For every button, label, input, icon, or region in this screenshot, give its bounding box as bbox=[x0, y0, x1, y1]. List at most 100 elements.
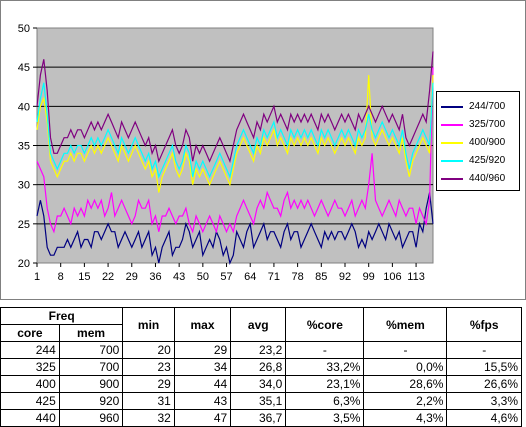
table-cell: - bbox=[446, 341, 522, 359]
header-min: min bbox=[122, 307, 175, 342]
x-tick-label: 36 bbox=[149, 271, 161, 283]
y-tick-label: 40 bbox=[18, 101, 30, 113]
legend-swatch bbox=[441, 142, 463, 144]
legend-item: 244/700 bbox=[441, 100, 519, 114]
x-tick-label: 113 bbox=[407, 271, 425, 283]
series-line-400-900 bbox=[36, 74, 434, 193]
header-pct-mem: %mem bbox=[363, 307, 448, 342]
y-tick-label: 20 bbox=[18, 258, 30, 270]
table-row: 325 700 23 34 26,8 33,2% 0,0% 15,5% bbox=[0, 358, 522, 376]
table-cell: 43 bbox=[173, 392, 232, 410]
table-cell: 960 bbox=[58, 409, 124, 427]
header-core: core bbox=[0, 324, 60, 342]
table-cell: 26,6% bbox=[446, 375, 522, 393]
x-tick-label: 64 bbox=[244, 271, 256, 283]
x-tick-label: 85 bbox=[315, 271, 327, 283]
table-cell: 440 bbox=[0, 409, 60, 427]
table-cell: 23,2 bbox=[230, 341, 287, 359]
table-cell: 2,2% bbox=[363, 392, 448, 410]
legend-item: 425/920 bbox=[441, 154, 519, 168]
chart-area: 20 25 30 35 40 45 50 1 8 15 22 29 36 43 50 57 64 71 78 85 92… bbox=[0, 0, 526, 300]
table-cell: 28,6% bbox=[363, 375, 448, 393]
table-cell: 44 bbox=[173, 375, 232, 393]
table-cell: 31 bbox=[122, 392, 175, 410]
y-tick-label: 30 bbox=[18, 180, 30, 192]
table-cell: 20 bbox=[122, 341, 175, 359]
x-tick-label: 43 bbox=[173, 271, 185, 283]
x-tick-label: 92 bbox=[339, 271, 351, 283]
table-cell: 900 bbox=[58, 375, 124, 393]
y-tick-label: 35 bbox=[18, 141, 30, 153]
legend-swatch bbox=[441, 160, 463, 162]
table-cell: 400 bbox=[0, 375, 60, 393]
table-cell: 425 bbox=[0, 392, 60, 410]
legend-swatch bbox=[441, 124, 463, 126]
table-header-row-1: Freq min max avg %core %mem %fps bbox=[0, 307, 522, 342]
header-avg: avg bbox=[230, 307, 287, 342]
table-cell: 700 bbox=[58, 341, 124, 359]
table-cell: 3,3% bbox=[446, 392, 522, 410]
table-cell: 29 bbox=[122, 375, 175, 393]
chart-legend: 244/700 325/700 400/900 425/920 440/960 bbox=[436, 91, 520, 191]
table-header-row-2: core mem bbox=[0, 324, 522, 342]
table-cell: - bbox=[285, 341, 365, 359]
table-cell: 4,6% bbox=[446, 409, 522, 427]
x-tick-label: 78 bbox=[291, 271, 303, 283]
table-cell: 3,5% bbox=[285, 409, 365, 427]
table-row: 244 700 20 29 23,2- - - bbox=[0, 341, 522, 359]
legend-swatch bbox=[441, 178, 463, 180]
table-cell: 33,2% bbox=[285, 358, 365, 376]
x-tick-label: 57 bbox=[220, 271, 232, 283]
legend-item: 440/960 bbox=[441, 172, 519, 186]
x-tick-label: 50 bbox=[197, 271, 209, 283]
table-cell: 23 bbox=[122, 358, 175, 376]
table-cell: 0,0% bbox=[363, 358, 448, 376]
y-tick-label: 45 bbox=[18, 62, 30, 74]
x-tick-label: 15 bbox=[78, 271, 90, 283]
x-tick-label: 8 bbox=[58, 271, 64, 283]
table-cell: 4,3% bbox=[363, 409, 448, 427]
header-max: max bbox=[173, 307, 232, 342]
table-cell: 920 bbox=[58, 392, 124, 410]
header-freq: Freq bbox=[0, 307, 124, 325]
table-row: 400 900 29 44 34,0 23,1% 28,6% 26,6% bbox=[0, 375, 522, 393]
stats-body: 244 700 20 29 23,2- - -325 700 23 34 26,8 33,2% 0,0%… bbox=[0, 341, 522, 427]
legend-label: 425/920 bbox=[469, 155, 506, 166]
table-cell: 700 bbox=[58, 358, 124, 376]
legend-item: 325/700 bbox=[441, 118, 519, 132]
x-tick-label: 1 bbox=[34, 271, 40, 283]
y-tick-label: 50 bbox=[18, 23, 30, 35]
table-cell: 35,1 bbox=[230, 392, 287, 410]
x-tick-label: 106 bbox=[383, 271, 401, 283]
legend-label: 325/700 bbox=[469, 119, 506, 130]
x-tick-label: 29 bbox=[126, 271, 138, 283]
table-cell: 47 bbox=[173, 409, 232, 427]
series-line-325-700 bbox=[36, 67, 434, 234]
header-mem: mem bbox=[58, 324, 124, 342]
table-cell: 244 bbox=[0, 341, 60, 359]
legend-label: 440/960 bbox=[469, 173, 506, 184]
table-cell: 36,7 bbox=[230, 409, 287, 427]
y-tick-label: 25 bbox=[18, 219, 30, 231]
table-cell: 6,3% bbox=[285, 392, 365, 410]
table-row: 425 920 31 43 35,1 6,3% 2,2% 3,3% bbox=[0, 392, 522, 410]
x-tick-label: 22 bbox=[102, 271, 114, 283]
legend-swatch bbox=[441, 106, 463, 108]
line-chart: 20 25 30 35 40 45 50 1 8 15 22 29 36 43 50 57 64 71 78 85 92… bbox=[18, 23, 434, 283]
series-line-440-960 bbox=[36, 51, 434, 164]
table-row: 440 960 32 47 36,7 3,5% 4,3% 4,6% bbox=[0, 409, 522, 427]
stats-table: Freq min max avg %core %mem %fps core me… bbox=[0, 307, 522, 427]
table-cell: 15,5% bbox=[446, 358, 522, 376]
legend-item: 400/900 bbox=[441, 136, 519, 150]
table-cell: - bbox=[363, 341, 448, 359]
table-cell: 325 bbox=[0, 358, 60, 376]
series-line-244-700 bbox=[36, 192, 434, 265]
x-tick-label: 71 bbox=[268, 271, 280, 283]
header-pct-fps: %fps bbox=[446, 307, 522, 342]
table-cell: 32 bbox=[122, 409, 175, 427]
table-cell: 23,1% bbox=[285, 375, 365, 393]
legend-label: 400/900 bbox=[469, 137, 506, 148]
table-cell: 29 bbox=[173, 341, 232, 359]
legend-label: 244/700 bbox=[469, 101, 506, 112]
table-cell: 34,0 bbox=[230, 375, 287, 393]
